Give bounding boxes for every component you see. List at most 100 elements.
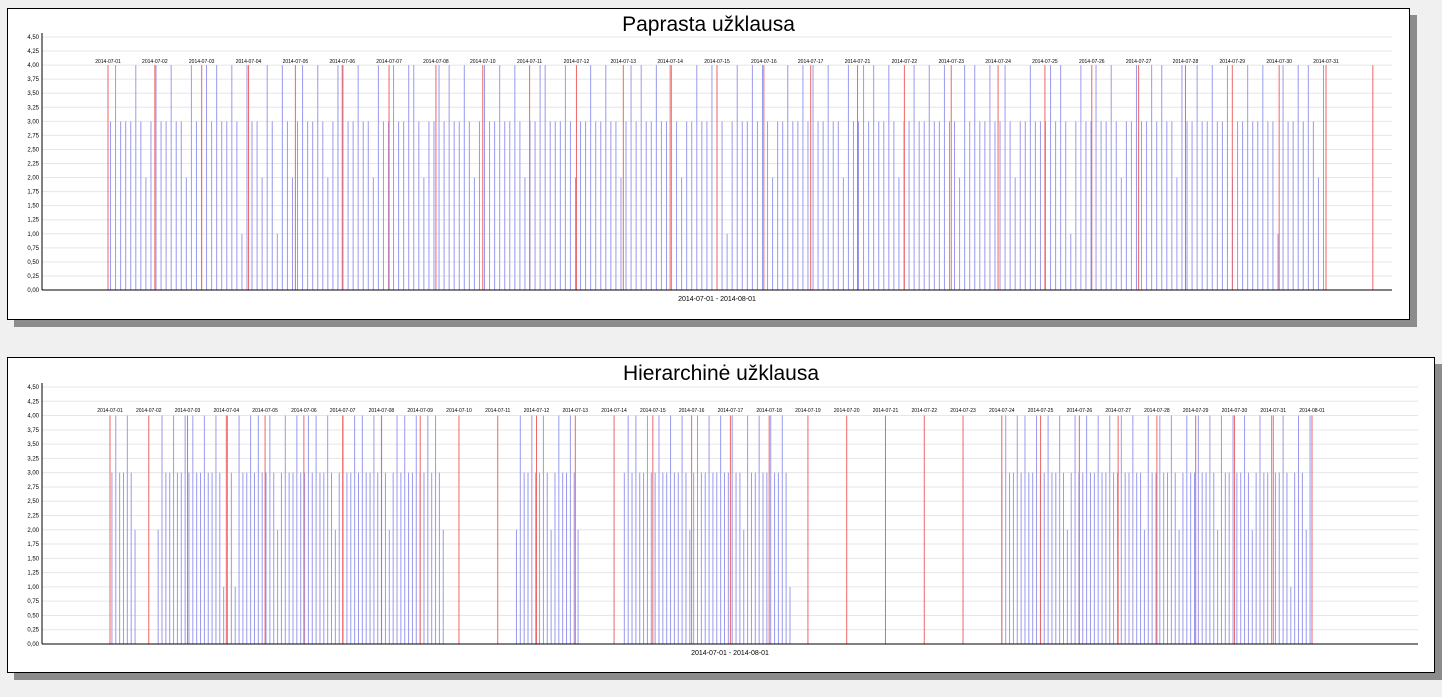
y-tick-label: 4,25	[27, 49, 39, 55]
y-tick-label: 3,25	[27, 456, 39, 462]
y-tick-label: 0,75	[27, 246, 39, 252]
y-tick-label: 1,00	[27, 232, 39, 238]
y-tick-label: 3,00	[27, 471, 39, 477]
x-axis-label: 2014-07-01 - 2014-08-01	[678, 296, 756, 303]
y-tick-label: 1,25	[27, 218, 39, 224]
day-label: 2014-07-11	[517, 59, 542, 65]
day-label: 2014-07-21	[845, 59, 871, 65]
y-tick-label: 2,75	[27, 133, 39, 139]
y-tick-label: 3,00	[27, 119, 39, 125]
day-label: 2014-07-16	[751, 59, 777, 65]
day-label: 2014-07-25	[1028, 408, 1054, 414]
day-label: 2014-07-15	[640, 408, 666, 414]
y-tick-label: 2,25	[27, 162, 39, 168]
day-label: 2014-07-01	[97, 408, 123, 414]
chart-panel-paprasta: Paprasta užklausa 0,00 0,25 0,50 0,75 1,00 1,…	[7, 8, 1410, 320]
day-label: 2014-07-05	[252, 408, 278, 414]
y-tick-label: 0,50	[27, 260, 39, 266]
y-tick-label: 1,50	[27, 556, 39, 562]
y-tick-label: 0,50	[27, 613, 39, 619]
y-tick-label: 3,25	[27, 105, 39, 111]
day-label: 2014-07-19	[795, 408, 821, 414]
day-label: 2014-07-14	[657, 59, 683, 65]
y-tick-label: 4,50	[27, 385, 39, 391]
chart-svg-hierarchine: 0,00 0,25 0,50 0,75 1,00 1,25 1,50 1,75 2,00 2,25…	[27, 383, 1418, 657]
y-tick-label: 3,75	[27, 428, 39, 434]
day-label: 2014-07-31	[1313, 59, 1339, 65]
day-label: 2014-07-10	[470, 59, 496, 65]
day-label: 2014-07-11	[485, 408, 510, 414]
y-tick-label: 1,25	[27, 571, 39, 577]
day-label: 2014-07-28	[1144, 408, 1170, 414]
day-label: 2014-07-30	[1266, 59, 1292, 65]
y-tick-label: 0,00	[27, 288, 39, 294]
day-label: 2014-07-15	[704, 59, 730, 65]
day-label: 2014-07-17	[718, 408, 744, 414]
day-label: 2014-07-05	[283, 59, 309, 65]
chart-title: Paprasta užklausa	[622, 13, 795, 36]
day-label: 2014-07-22	[892, 59, 918, 65]
day-label: 2014-07-06	[291, 408, 317, 414]
day-label: 2014-07-26	[1079, 59, 1105, 65]
day-label: 2014-07-23	[950, 408, 976, 414]
day-label: 2014-07-10	[446, 408, 472, 414]
day-label: 2014-07-25	[1032, 59, 1058, 65]
day-label: 2014-07-06	[329, 59, 355, 65]
day-label: 2014-07-12	[564, 59, 590, 65]
y-tick-label: 2,75	[27, 485, 39, 491]
day-label: 2014-07-08	[369, 408, 395, 414]
y-tick-label: 1,00	[27, 585, 39, 591]
day-label: 2014-07-04	[214, 408, 240, 414]
day-label: 2014-07-31	[1260, 408, 1286, 414]
y-tick-label: 2,50	[27, 499, 39, 505]
y-tick-label: 1,75	[27, 542, 39, 548]
y-tick-label: 3,75	[27, 77, 39, 83]
day-label: 2014-07-01	[95, 59, 121, 65]
x-axis-label: 2014-07-01 - 2014-08-01	[691, 650, 769, 657]
day-label: 2014-07-14	[601, 408, 627, 414]
y-tick-label: 0,25	[27, 274, 39, 280]
day-label: 2014-07-07	[376, 59, 402, 65]
day-label: 2014-07-23	[938, 59, 964, 65]
y-tick-label: 4,50	[27, 35, 39, 41]
y-tick-label: 3,50	[27, 442, 39, 448]
day-label: 2014-07-08	[423, 59, 449, 65]
day-label: 2014-07-29	[1183, 408, 1209, 414]
day-label: 2014-07-21	[873, 408, 899, 414]
day-label: 2014-07-02	[142, 59, 168, 65]
day-label: 2014-07-09	[407, 408, 433, 414]
day-label: 2014-07-29	[1220, 59, 1246, 65]
day-label: 2014-07-16	[679, 408, 705, 414]
day-label: 2014-07-30	[1222, 408, 1248, 414]
day-label: 2014-07-24	[985, 59, 1011, 65]
chart-panel-hierarchine: Hierarchinė užklausa 0,00 0,25 0,50 0,75 1,0…	[7, 357, 1435, 673]
day-label: 2014-07-20	[834, 408, 860, 414]
day-label: 2014-07-28	[1173, 59, 1199, 65]
day-label: 2014-07-12	[524, 408, 550, 414]
chart-svg-paprasta: 0,00 0,25 0,50 0,75 1,00 1,25 1,50 1,75 2,00 2,25…	[27, 33, 1392, 303]
day-label: 2014-07-02	[136, 408, 162, 414]
y-tick-label: 0,25	[27, 628, 39, 634]
y-tick-label: 1,50	[27, 204, 39, 210]
y-tick-label: 0,75	[27, 599, 39, 605]
day-label: 2014-07-24	[989, 408, 1015, 414]
day-label: 2014-07-03	[175, 408, 201, 414]
y-tick-label: 2,00	[27, 176, 39, 182]
y-tick-label: 1,75	[27, 190, 39, 196]
day-label: 2014-07-13	[611, 59, 637, 65]
day-label: 2014-07-22	[911, 408, 937, 414]
day-label: 2014-07-07	[330, 408, 356, 414]
y-tick-label: 4,25	[27, 399, 39, 405]
chart-title: Hierarchinė užklausa	[622, 362, 820, 385]
y-tick-label: 2,50	[27, 147, 39, 153]
y-tick-label: 2,00	[27, 528, 39, 534]
day-label: 2014-08-01	[1299, 408, 1325, 414]
day-label: 2014-07-04	[236, 59, 262, 65]
day-label: 2014-07-27	[1105, 408, 1131, 414]
y-tick-label: 3,50	[27, 91, 39, 97]
day-label: 2014-07-26	[1067, 408, 1093, 414]
y-tick-label: 4,00	[27, 414, 39, 420]
y-tick-label: 0,00	[27, 642, 39, 648]
y-tick-label: 4,00	[27, 63, 39, 69]
day-label: 2014-07-03	[189, 59, 215, 65]
